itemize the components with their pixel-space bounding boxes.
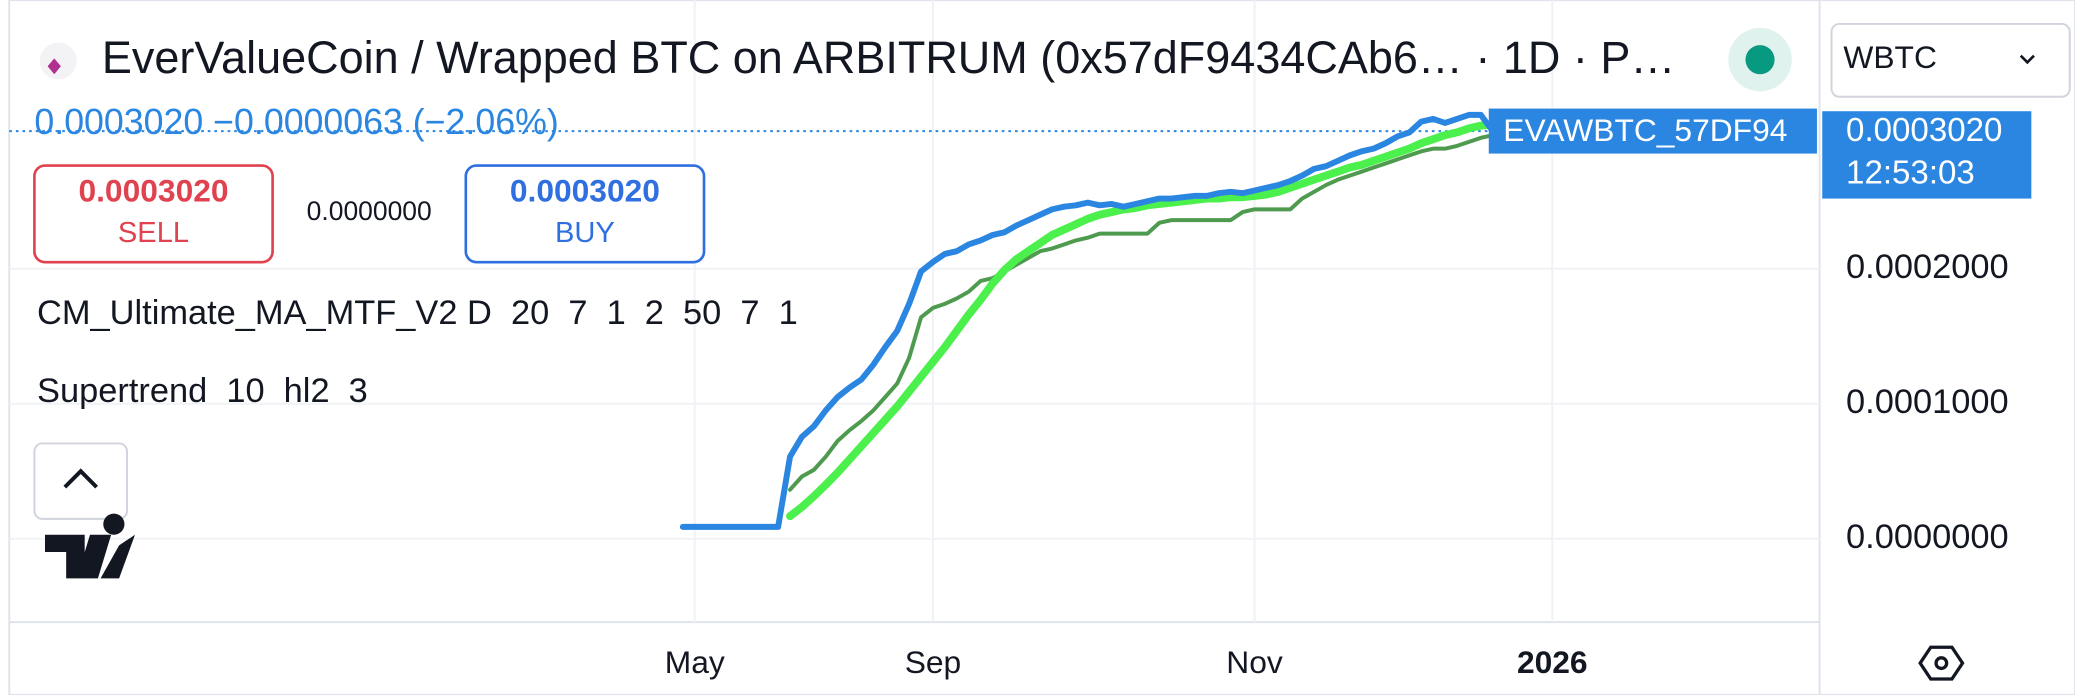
symbol-dropdown[interactable] [1830, 22, 2071, 98]
price-axis-badge [1822, 111, 2032, 199]
y-tick-label: 0.0002000 [1846, 248, 2009, 286]
series-line [679, 111, 1496, 530]
y-tick-label: 0.0001000 [1846, 383, 2009, 421]
status-dot [1745, 45, 1775, 75]
x-tick-label: 2026 [1517, 644, 1588, 680]
settings-icon-center [1934, 656, 1949, 671]
collapse-button[interactable] [33, 442, 129, 520]
sell-button[interactable] [33, 164, 274, 264]
x-tick-label: May [665, 644, 725, 680]
overlay: EverValueCoin / Wrapped BTC on ARBITRUM … [33, 22, 2071, 681]
legend-values: 0.0003020 −0.0000063 (−2.06%) [34, 102, 558, 142]
indicator-label[interactable]: Supertrend 10 hl2 3 [37, 372, 368, 410]
buy-button[interactable] [464, 164, 706, 264]
symbol-badge-label: EVAWBTC_57DF94 [1503, 112, 1787, 148]
x-tick-label: Sep [905, 644, 962, 680]
grid [9, 0, 1820, 623]
sell-price: 0.0003020 [78, 173, 228, 209]
coin-logo-mark [47, 58, 61, 75]
chevron-up [63, 468, 99, 489]
price-axis-label: 0.0003020 [1846, 112, 2002, 149]
indicator-label[interactable]: CM_Ultimate_MA_MTF_V2 D 20 7 1 2 50 7 1 [37, 294, 798, 332]
dropdown-chevron [2019, 54, 2035, 65]
settings-button[interactable] [1918, 645, 1965, 681]
sell-label: SELL [118, 217, 189, 249]
y-tick-label: 0.0000000 [1846, 518, 2009, 556]
series-line [788, 133, 1495, 492]
plot [679, 111, 1497, 530]
coin-logo [39, 42, 77, 80]
x-tick-label: Nov [1226, 644, 1283, 680]
buy-label: BUY [555, 217, 615, 249]
symbol-badge [1488, 108, 1817, 154]
spread: 0.0000000 [307, 196, 432, 226]
symbol-dropdown-label: WBTC [1843, 39, 1936, 75]
chart-title: EverValueCoin / Wrapped BTC on ARBITRUM … [102, 32, 1675, 83]
series-line [786, 120, 1497, 521]
buy-price: 0.0003020 [510, 173, 660, 209]
tv-logo [44, 513, 135, 579]
price-axis-time: 12:53:03 [1846, 154, 1975, 191]
